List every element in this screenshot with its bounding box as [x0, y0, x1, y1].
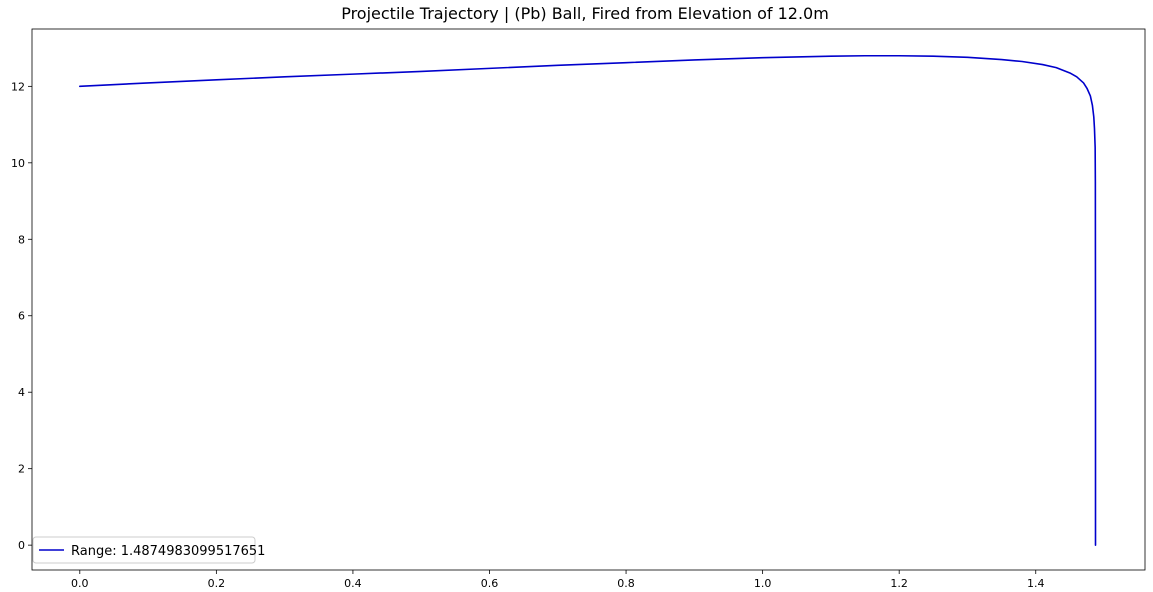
y-tick-label: 2: [18, 463, 25, 476]
x-tick-label: 1.0: [754, 577, 772, 590]
x-tick-label: 0.0: [71, 577, 89, 590]
y-axis: 0 2 4 6 8 10 12: [11, 80, 32, 552]
y-tick-label: 4: [18, 386, 25, 399]
y-tick-label: 0: [18, 539, 25, 552]
y-tick-label: 10: [11, 157, 25, 170]
chart-title: Projectile Trajectory | (Pb) Ball, Fired…: [341, 4, 829, 23]
x-axis: 0.0 0.2 0.4 0.6 0.8 1.0 1.2 1.4: [71, 570, 1044, 590]
legend-box: [32, 536, 256, 564]
y-tick-label: 8: [18, 233, 25, 246]
y-tick-label: 12: [11, 80, 25, 93]
x-tick-label: 0.6: [481, 577, 499, 590]
trajectory-line: [79, 54, 1097, 546]
y-tick-label: 6: [18, 310, 25, 323]
legend-label: Range: 1.4874983099517651: [71, 544, 265, 559]
x-tick-label: 0.8: [617, 577, 635, 590]
x-tick-label: 0.2: [208, 577, 226, 590]
series-layer: [79, 54, 1097, 546]
x-tick-label: 1.2: [890, 577, 908, 590]
plot-frame: [31, 28, 1146, 571]
x-tick-label: 1.4: [1027, 577, 1045, 590]
legend: Range: 1.4874983099517651: [32, 536, 265, 564]
x-tick-label: 0.4: [344, 577, 362, 590]
